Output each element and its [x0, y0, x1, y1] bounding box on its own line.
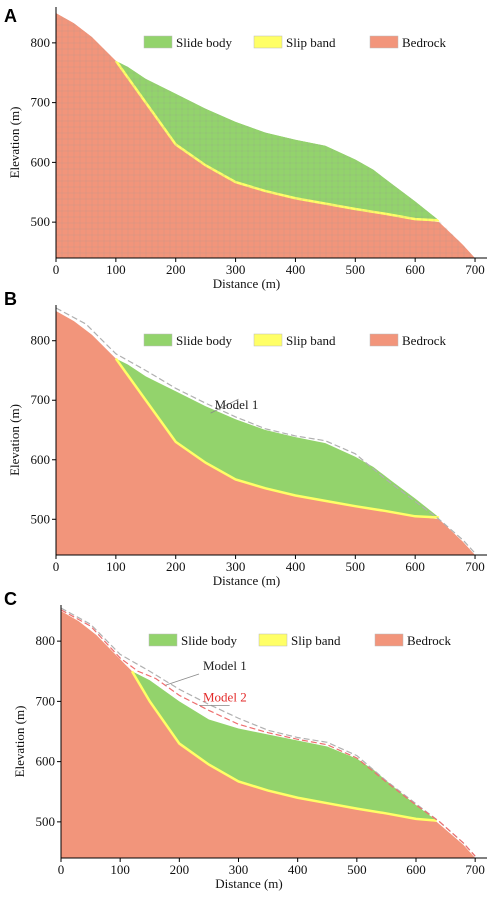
x-tick-label: 300 [226, 559, 246, 574]
annotation-label: Model 1 [203, 658, 247, 673]
legend-item-bedrock: Bedrock [374, 633, 452, 648]
y-axis-label: Elevation (m) [7, 107, 22, 179]
x-tick-label: 200 [166, 559, 186, 574]
x-tick-label: 0 [53, 262, 60, 277]
slip-band-line [114, 60, 440, 222]
x-tick-label: 100 [110, 862, 130, 877]
legend-label: Slip band [286, 333, 336, 348]
panel-letter: B [4, 289, 17, 309]
slip-band-line [114, 357, 440, 519]
bedrock-area [61, 611, 487, 858]
x-axis-label: Distance (m) [215, 876, 283, 891]
x-tick-label: 100 [106, 559, 126, 574]
y-tick-label: 800 [31, 35, 51, 50]
y-tick-label: 800 [31, 333, 51, 348]
legend-label: Slide body [181, 633, 237, 648]
legend-label: Bedrock [407, 633, 452, 648]
x-tick-label: 600 [405, 559, 425, 574]
slide-body-area [115, 358, 440, 518]
x-tick-label: 700 [465, 862, 485, 877]
legend-swatch [369, 35, 399, 49]
x-tick-label: 300 [226, 262, 246, 277]
legend-label: Slide body [176, 333, 232, 348]
x-tick-label: 600 [405, 262, 425, 277]
x-axis-label: Distance (m) [213, 276, 281, 291]
model-2-line [61, 609, 476, 857]
x-tick-label: 400 [286, 262, 306, 277]
panel-letter: A [4, 6, 17, 26]
legend-item-slip-band: Slip band [253, 35, 336, 50]
annotation-model-2: Model 2 [198, 689, 247, 706]
y-tick-label: 700 [36, 693, 56, 708]
y-tick-label: 600 [36, 754, 56, 769]
legend-item-bedrock: Bedrock [369, 333, 447, 348]
x-tick-label: 100 [106, 262, 126, 277]
annotation-model-1: Model 1 [210, 397, 259, 414]
y-tick-label: 500 [36, 814, 56, 829]
annotation-label: Model 1 [215, 397, 259, 412]
x-tick-label: 400 [286, 559, 306, 574]
annotation-model-1: Model 1 [165, 658, 247, 686]
panel-letter: C [4, 589, 17, 609]
legend-item-slide-body: Slide body [148, 633, 237, 648]
panel-a: 0 100 200 300 400 500 600 700 500 600 700 800 Distan… [4, 6, 487, 291]
x-axis-label: Distance (m) [213, 573, 281, 588]
bedrock-area [56, 310, 487, 555]
legend-swatch [253, 333, 283, 347]
legend-item-slide-body: Slide body [143, 35, 232, 50]
legend-label: Slip band [291, 633, 341, 648]
y-tick-label: 500 [31, 511, 51, 526]
panel-b: 0 100 200 300 400 500 600 700 500 600 700 800 Distan… [4, 289, 487, 588]
slip-band-line [130, 670, 437, 822]
panel-c: 0 100 200 300 400 500 600 700 500 600 700 800 Distan… [4, 589, 487, 891]
x-tick-label: 700 [465, 262, 485, 277]
x-tick-label: 500 [346, 262, 366, 277]
slide-body-area [132, 671, 437, 821]
x-tick-label: 700 [465, 559, 485, 574]
legend-label: Slip band [286, 35, 336, 50]
y-tick-label: 600 [31, 154, 51, 169]
legend-swatch [374, 633, 404, 647]
y-tick-label: 700 [31, 95, 51, 110]
legend-item-bedrock: Bedrock [369, 35, 447, 50]
x-tick-label: 500 [346, 559, 366, 574]
x-tick-label: 300 [229, 862, 249, 877]
x-tick-label: 0 [58, 862, 65, 877]
bedrock-area [56, 12, 487, 258]
y-axis-label: Elevation (m) [12, 706, 27, 778]
y-tick-label: 700 [31, 392, 51, 407]
legend-swatch [143, 333, 173, 347]
slide-body-area [115, 60, 440, 221]
x-tick-label: 200 [170, 862, 190, 877]
legend-item-slip-band: Slip band [258, 633, 341, 648]
legend-swatch [258, 633, 288, 647]
legend-swatch [148, 633, 178, 647]
legend-item-slide-body: Slide body [143, 333, 232, 348]
legend-label: Bedrock [402, 333, 447, 348]
y-axis-label: Elevation (m) [7, 404, 22, 476]
x-tick-label: 500 [347, 862, 367, 877]
y-tick-label: 600 [31, 452, 51, 467]
x-tick-label: 400 [288, 862, 308, 877]
legend-swatch [143, 35, 173, 49]
legend-swatch [369, 333, 399, 347]
x-tick-label: 0 [53, 559, 60, 574]
x-tick-label: 200 [166, 262, 186, 277]
y-tick-label: 500 [31, 214, 51, 229]
x-tick-label: 600 [406, 862, 426, 877]
legend-label: Slide body [176, 35, 232, 50]
legend-label: Bedrock [402, 35, 447, 50]
legend-item-slip-band: Slip band [253, 333, 336, 348]
legend-swatch [253, 35, 283, 49]
y-tick-label: 800 [36, 633, 56, 648]
annotation-label: Model 2 [203, 689, 247, 704]
model-1-line [56, 307, 476, 554]
